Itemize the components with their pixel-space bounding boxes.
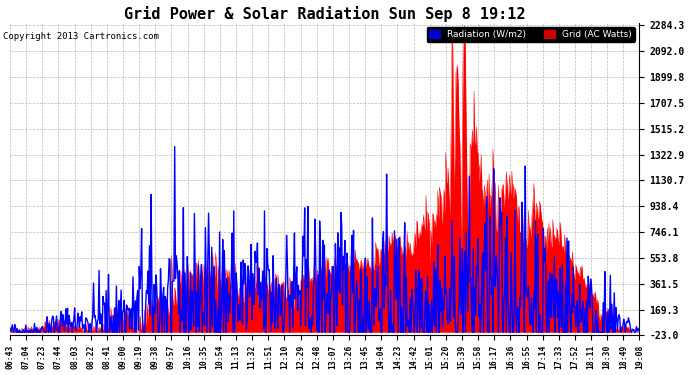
- Legend: Radiation (W/m2), Grid (AC Watts): Radiation (W/m2), Grid (AC Watts): [426, 27, 635, 42]
- Text: Copyright 2013 Cartronics.com: Copyright 2013 Cartronics.com: [3, 32, 159, 41]
- Title: Grid Power & Solar Radiation Sun Sep 8 19:12: Grid Power & Solar Radiation Sun Sep 8 1…: [124, 6, 526, 21]
